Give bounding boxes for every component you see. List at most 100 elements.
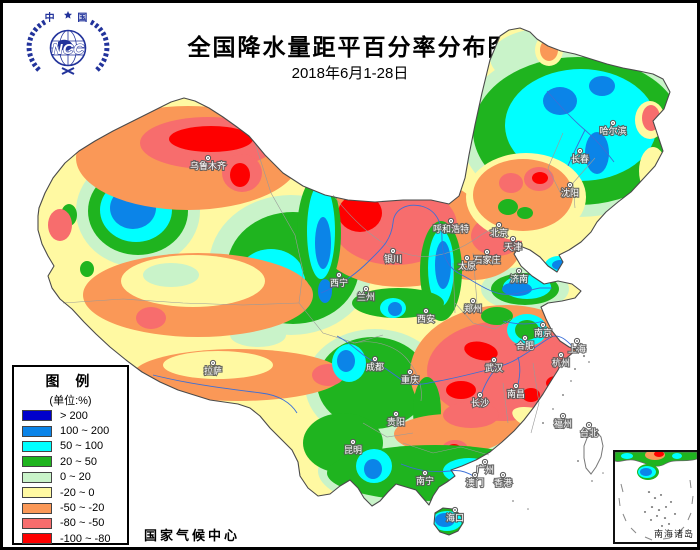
city: 拉萨 [203, 359, 223, 377]
city: 福州 [553, 412, 573, 430]
logo-wreath-left [26, 19, 47, 72]
city: 呼和浩特 [432, 217, 470, 235]
legend-range-label: -50 ~ -20 [60, 502, 105, 515]
coast-islands [512, 354, 604, 510]
city-label: 重庆 [401, 374, 419, 385]
city: 西安 [416, 307, 436, 325]
ncc-logo: 中 国 NCC [17, 8, 119, 82]
legend-item: 0 ~ 20 [14, 470, 127, 485]
city: 南宁 [415, 469, 435, 487]
city-marker-dot [207, 157, 209, 159]
city: 沈阳 [560, 181, 580, 199]
city-marker-dot [502, 474, 504, 476]
city-marker-dot [352, 441, 354, 443]
legend-item: 20 ~ 50 [14, 454, 127, 469]
city: 澳门 [465, 471, 485, 489]
city-label: 西安 [417, 313, 435, 324]
city-marker-dot [576, 340, 578, 342]
legend-range-label: 20 ~ 50 [60, 455, 98, 468]
city-marker-dot [524, 337, 526, 339]
city-label: 沈阳 [561, 187, 579, 198]
city-marker-dot [374, 358, 376, 360]
legend-range-label: -100 ~ -80 [60, 532, 111, 545]
legend-range-label: -20 ~ 0 [60, 486, 95, 499]
logo-landmass [58, 39, 73, 51]
legend-item: 100 ~ 200 [14, 423, 127, 438]
city-marker-dot [365, 288, 367, 290]
city: 合肥 [515, 334, 535, 352]
province-borders [62, 132, 596, 456]
logo-ncc-text: NCC [52, 41, 86, 58]
city-label: 南京 [534, 327, 552, 338]
city-marker-dot [395, 413, 397, 415]
legend-swatch [22, 487, 52, 499]
page-title: 全国降水量距平百分率分布图 [187, 34, 513, 60]
city: 长春 [570, 147, 590, 165]
city: 成都 [365, 355, 385, 373]
city: 哈尔滨 [598, 119, 628, 137]
legend-swatch [22, 410, 52, 422]
city-label: 广州 [476, 464, 494, 475]
city: 重庆 [400, 368, 420, 386]
legend-swatch [22, 502, 52, 514]
city: 济南 [509, 267, 529, 285]
city: 银川 [383, 247, 403, 265]
city-label: 兰州 [357, 291, 375, 302]
city-label: 太原 [458, 260, 476, 271]
city-marker-dot [424, 472, 426, 474]
city-label: 成都 [366, 361, 384, 372]
city: 南昌 [506, 382, 526, 400]
city-marker-dot [542, 324, 544, 326]
city-label: 郑州 [464, 303, 482, 314]
city-label: 合肥 [516, 340, 534, 351]
city: 西宁 [329, 271, 349, 289]
logo-cn-text: 中 国 [45, 11, 98, 24]
legend-unit: (单位:%) [49, 395, 92, 407]
city-label: 长沙 [471, 397, 489, 408]
city: 昆明 [343, 438, 363, 456]
south-china-sea-inset: 南海诸岛 [613, 450, 697, 544]
city-label: 西宁 [330, 277, 348, 288]
city-marker-dot [454, 509, 456, 511]
china-outline [37, 27, 671, 536]
city: 武汉 [484, 356, 504, 374]
city: 上海 [567, 337, 587, 355]
city-label: 海口 [446, 512, 464, 523]
city-marker-dot [498, 224, 500, 226]
city: 天津 [503, 235, 523, 253]
city: 台北 [579, 421, 599, 439]
city-label: 澳门 [466, 477, 484, 488]
logo-globe-meridian [59, 30, 77, 66]
logo-ribbon [61, 67, 75, 75]
city-label: 贵阳 [387, 416, 405, 427]
logo-wreath-right [89, 19, 110, 72]
legend-range-label: 0 ~ 20 [60, 471, 91, 484]
page-subtitle: 2018年6月1-28日 [291, 65, 409, 82]
city: 石家庄 [472, 248, 502, 266]
city-marker-dot [466, 257, 468, 259]
city-marker-dot [472, 300, 474, 302]
city: 北京 [489, 221, 509, 239]
city-label: 香港 [494, 477, 512, 488]
city-label: 呼和浩特 [433, 223, 469, 234]
city-marker-dot [562, 415, 564, 417]
city-label: 长春 [571, 153, 589, 164]
city-label: 银川 [384, 253, 402, 264]
legend-swatch [22, 425, 52, 437]
city-marker-dot [588, 424, 590, 426]
city-marker-dot [612, 122, 614, 124]
city-label: 杭州 [552, 357, 570, 368]
legend-swatch [22, 533, 52, 545]
city-marker-dot [512, 238, 514, 240]
legend-range-label: 100 ~ 200 [60, 425, 110, 438]
city-marker-dot [392, 250, 394, 252]
city-label: 济南 [510, 273, 528, 284]
city-label: 乌鲁木齐 [190, 160, 226, 171]
city: 香港 [493, 471, 513, 489]
taiwan-island [583, 430, 604, 475]
city: 海口 [445, 506, 465, 524]
legend-item: -100 ~ -80 [14, 531, 127, 546]
legend-item: -20 ~ 0 [14, 485, 127, 500]
city-marker-dot [425, 310, 427, 312]
